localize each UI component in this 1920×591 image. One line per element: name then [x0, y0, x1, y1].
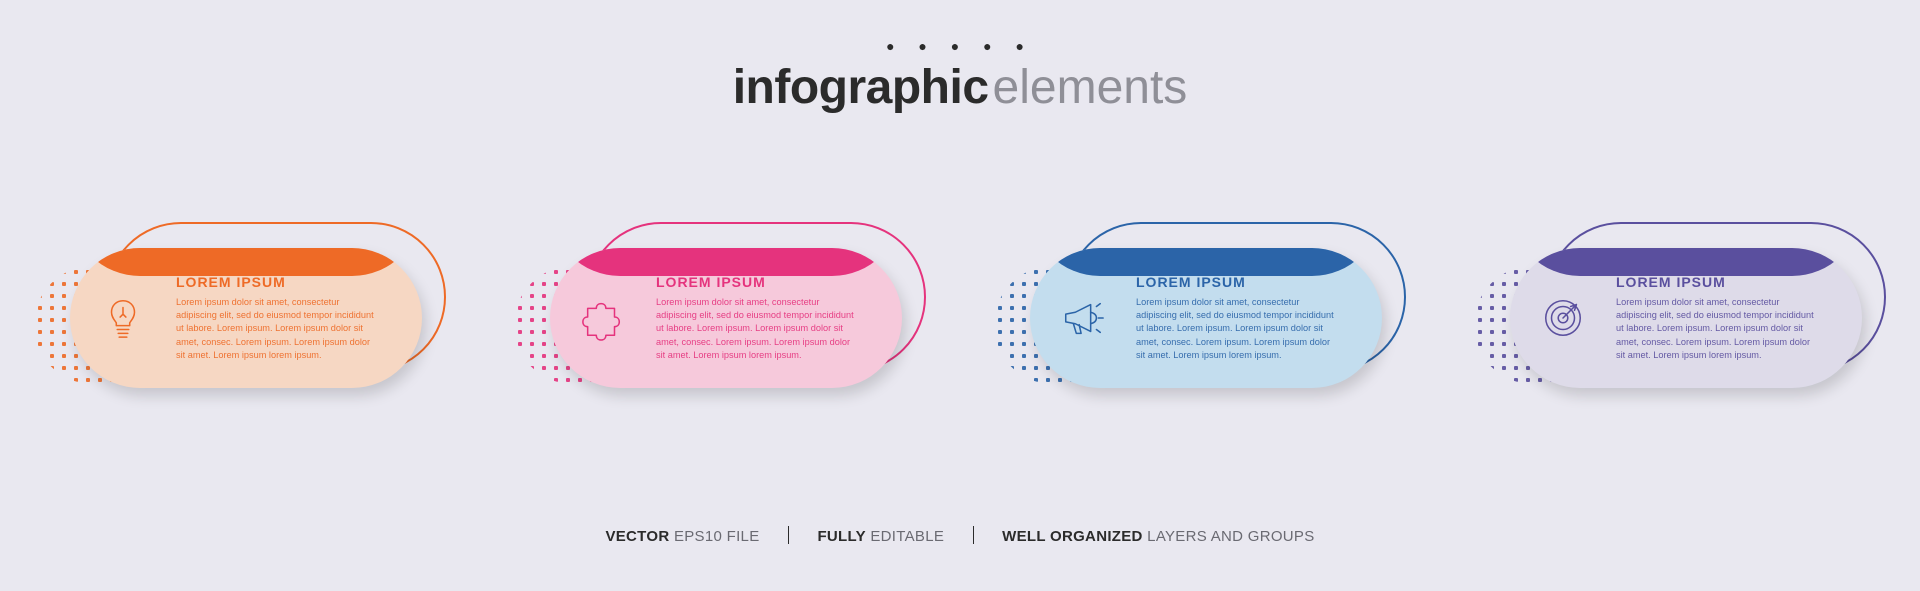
card-text: LOREM IPSUM Lorem ipsum dolor sit amet, … [1136, 274, 1356, 363]
footer-seg-1-light: EPS10 FILE [669, 528, 759, 545]
card-body: Lorem ipsum dolor sit amet, consectetur … [1616, 296, 1818, 363]
card-body: Lorem ipsum dolor sit amet, consectetur … [176, 296, 378, 363]
card-text: LOREM IPSUM Lorem ipsum dolor sit amet, … [1616, 274, 1836, 363]
card-title: LOREM IPSUM [1616, 274, 1818, 290]
card-pill: LOREM IPSUM Lorem ipsum dolor sit amet, … [70, 248, 422, 388]
infographic-card: LOREM IPSUM Lorem ipsum dolor sit amet, … [40, 232, 440, 402]
title-light: elements [993, 61, 1188, 114]
header: ● ● ● ● ● infographicelements [0, 38, 1920, 115]
megaphone-icon [1030, 295, 1136, 341]
footer-seg-2-bold: FULLY [817, 528, 865, 545]
title-bold: infographic [733, 61, 989, 114]
infographic-card: LOREM IPSUM Lorem ipsum dolor sit amet, … [1480, 232, 1880, 402]
lightbulb-icon [70, 295, 176, 341]
card-body: Lorem ipsum dolor sit amet, consectetur … [656, 296, 858, 363]
card-pill: LOREM IPSUM Lorem ipsum dolor sit amet, … [1030, 248, 1382, 388]
footer-divider [973, 526, 974, 544]
footer-seg-2: FULLY EDITABLE [817, 528, 944, 545]
card-title: LOREM IPSUM [1136, 274, 1338, 290]
footer-seg-3-bold: WELL ORGANIZED [1002, 528, 1143, 545]
infographic-card: LOREM IPSUM Lorem ipsum dolor sit amet, … [1000, 232, 1400, 402]
footer-seg-3: WELL ORGANIZED LAYERS AND GROUPS [1002, 528, 1314, 545]
puzzle-icon [550, 295, 656, 341]
footer-divider [788, 526, 789, 544]
card-title: LOREM IPSUM [176, 274, 378, 290]
card-pill: LOREM IPSUM Lorem ipsum dolor sit amet, … [1510, 248, 1862, 388]
footer-seg-3-light: LAYERS AND GROUPS [1143, 528, 1315, 545]
card-body: Lorem ipsum dolor sit amet, consectetur … [1136, 296, 1338, 363]
footer-seg-2-light: EDITABLE [866, 528, 944, 545]
header-dots: ● ● ● ● ● [0, 38, 1920, 54]
card-title: LOREM IPSUM [656, 274, 858, 290]
footer-seg-1-bold: VECTOR [605, 528, 669, 545]
card-pill: LOREM IPSUM Lorem ipsum dolor sit amet, … [550, 248, 902, 388]
infographic-card: LOREM IPSUM Lorem ipsum dolor sit amet, … [520, 232, 920, 402]
card-text: LOREM IPSUM Lorem ipsum dolor sit amet, … [656, 274, 876, 363]
cards-row: LOREM IPSUM Lorem ipsum dolor sit amet, … [0, 232, 1920, 402]
footer: VECTOR EPS10 FILE FULLY EDITABLE WELL OR… [0, 526, 1920, 545]
target-icon [1510, 295, 1616, 341]
page-title: infographicelements [0, 60, 1920, 115]
card-text: LOREM IPSUM Lorem ipsum dolor sit amet, … [176, 274, 396, 363]
footer-seg-1: VECTOR EPS10 FILE [605, 528, 759, 545]
